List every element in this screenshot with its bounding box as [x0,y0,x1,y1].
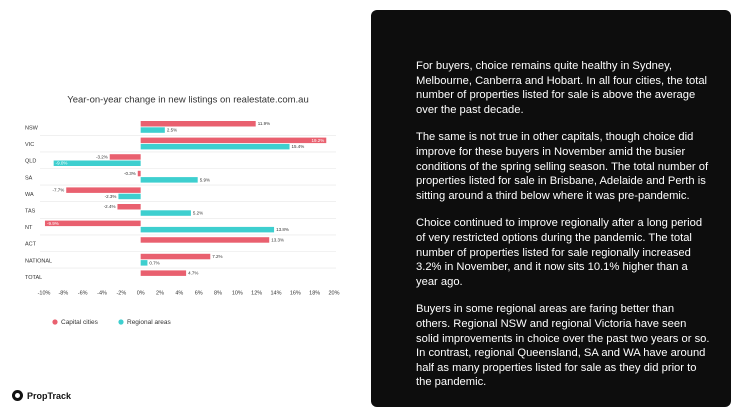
bar [109,154,141,160]
x-tick-label: -10% [38,290,51,296]
bar [140,237,270,243]
legend-marker [118,319,124,325]
x-tick-label: 10% [232,290,243,296]
paragraph: For buyers, choice remains quite healthy… [416,60,708,116]
legend-label: Capital cities [61,319,99,326]
x-tick-label: 18% [309,290,320,296]
bar [140,226,275,233]
y-tick-label: ACT [25,242,37,248]
bar [140,177,198,183]
x-tick-label: 8% [214,290,222,296]
bar [140,210,191,216]
bar [140,121,256,127]
data-label: -2.4% [104,204,116,209]
data-label: -2.3% [105,194,117,199]
y-tick-label: NSW [25,125,39,131]
data-label: -9.9% [47,221,59,226]
bar [140,137,327,144]
y-tick-label: NT [25,225,33,231]
chart-title: Year-on-year change in new listings on r… [67,95,309,106]
x-tick-label: 16% [290,290,301,296]
logo-icon [12,390,23,401]
x-tick-label: -6% [78,290,88,296]
y-tick-label: SA [25,175,33,181]
x-tick-label: -8% [58,290,68,296]
y-tick-label: TAS [25,208,36,214]
data-label: 11.9% [258,121,270,126]
bar [140,143,290,150]
bar [140,260,148,266]
data-label: 5.9% [200,177,210,182]
paragraph: Choice continued to improve regionally a… [416,217,703,288]
chart: Year-on-year change in new listings on r… [25,95,340,327]
data-label: 7.2% [212,254,222,259]
x-tick-label: -4% [97,290,107,296]
data-label: 15.4% [292,144,305,149]
data-label: 19.2% [312,138,325,143]
logo-text: PropTrack [27,390,72,401]
data-label: -3.2% [96,154,108,159]
logo: PropTrack [12,390,71,401]
data-label: 13.8% [276,227,289,232]
bar [66,187,141,193]
y-tick-label: NATIONAL [25,258,52,264]
bar [140,270,187,276]
data-label: 4.7% [188,271,198,276]
x-tick-label: -2% [116,290,126,296]
paragraph: The same is not true in other capitals, … [416,131,709,202]
bar [137,170,141,177]
x-tick-label: 14% [270,290,281,296]
paragraph: Buyers in some regional areas are faring… [416,303,710,389]
bar [117,204,141,210]
data-label: 13.3% [271,237,284,242]
bar [53,160,141,166]
x-tick-label: 4% [175,290,183,296]
data-label: 2.5% [167,127,177,132]
y-tick-label: TOTAL [25,275,42,281]
bar [140,127,165,133]
y-tick-label: QLD [25,159,36,165]
data-label: 5.2% [193,210,203,215]
data-label: -9.0% [56,161,68,166]
bar [140,253,211,260]
data-label: -0.3% [124,171,136,176]
data-label: 0.7% [149,260,159,265]
x-tick-label: 0% [137,290,145,296]
y-tick-label: VIC [25,142,34,148]
x-tick-label: 2% [156,290,164,296]
x-tick-label: 6% [195,290,203,296]
text-panel: For buyers, choice remains quite healthy… [371,10,731,407]
bar [44,220,141,227]
bar [118,193,141,200]
legend-label: Regional areas [127,319,171,326]
x-tick-label: 20% [328,290,339,296]
x-tick-label: 12% [251,290,262,296]
data-label: -7.7% [52,188,64,193]
y-tick-label: WA [25,192,34,198]
legend-marker [52,319,58,325]
